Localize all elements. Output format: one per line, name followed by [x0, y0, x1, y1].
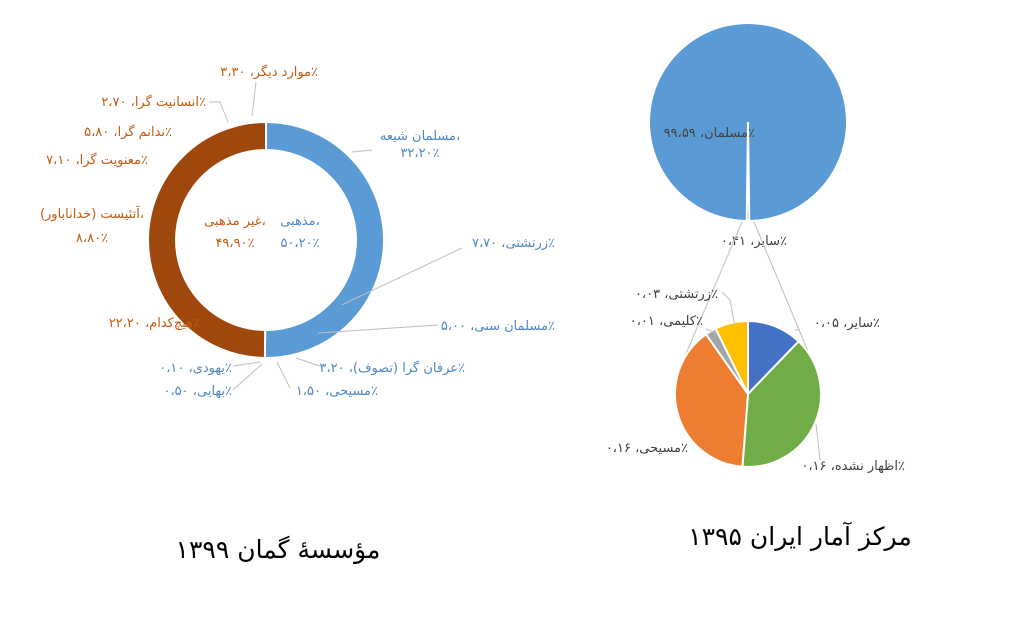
label-sec-other: سایر، ۰،۰۵٪ [814, 316, 880, 331]
leader-line [295, 357, 321, 367]
label-zoroastrian: زرتشتی، ۷،۷۰٪ [472, 236, 555, 251]
label-none: هیچ‌کدام، ۲۲،۲۰٪ [109, 316, 200, 331]
label-jewish-census: کلیمی، ۰،۰۱٪ [630, 314, 703, 329]
label-sunni: مسلمان سنی، ۵،۰۰٪ [441, 319, 555, 334]
outer-ring-slice-4 [268, 360, 283, 365]
leader-line [317, 324, 439, 334]
label-jewish: یهودی، ۰،۱۰٪ [159, 361, 232, 376]
label-sec-christian: مسیحی، ۰،۱۶٪ [606, 441, 688, 456]
label-christian: مسیحی، ۱،۵۰٪ [296, 384, 378, 399]
right-caption: مرکز آمار ایران ۱۳۹۵ [688, 521, 911, 551]
leader-line [753, 221, 811, 357]
leader-line [232, 361, 261, 367]
inner-label-religious: مذهبی، ۵۰،۲۰٪ [280, 214, 320, 251]
leader-line [232, 363, 263, 391]
leader-line [341, 247, 463, 306]
main-pie-slice-other [745, 121, 751, 222]
secondary-pie-slice-1 [741, 339, 822, 468]
census-pie-of-pie-chart: مسلمان، ۹۹،۵۹٪ سایر، ۰،۴۱٪ سایر، ۰،۰۵٪ اظها… [606, 23, 905, 474]
leader-line [276, 361, 291, 389]
label-atheist: آتئیست (خداناباور)، ۸،۸۰٪ [40, 205, 144, 246]
leader-line [251, 81, 257, 117]
leader-line [209, 101, 229, 123]
label-agnostic: ندانم گرا، ۵،۸۰٪ [84, 124, 172, 140]
secondary-pie-slice-4 [714, 319, 749, 395]
label-shia: مسلمان شیعه، ۳۲،۲۰٪ [380, 129, 460, 161]
inner-label-nonreligious: غیر مذهبی، ۴۹،۹۰٪ [204, 214, 266, 251]
label-humanist: انسانیت گرا، ۲،۷۰٪ [101, 94, 206, 110]
leader-line [721, 291, 736, 327]
label-main-other: سایر، ۰،۴۱٪ [721, 234, 787, 249]
inner-ring-slice-1 [147, 120, 267, 360]
label-undeclared: اظهار نشده، ۰،۱۶٪ [801, 459, 905, 474]
label-other: موارد دیگر، ۳،۳۰٪ [220, 64, 318, 80]
label-spiritual: معنویت گرا، ۷،۱۰٪ [46, 152, 148, 168]
leader-line [705, 328, 717, 334]
label-sufi: عرفان گرا (تصوف)، ۳،۲۰٪ [319, 360, 465, 376]
label-sec-zoroastrian: زرتشتی، ۰،۰۳٪ [635, 287, 718, 302]
leader-line [351, 149, 373, 153]
label-muslim: مسلمان، ۹۹،۵۹٪ [664, 126, 755, 141]
outer-ring-slice-12 [239, 114, 267, 121]
secondary-pie-slice-2 [674, 332, 750, 468]
left-caption: مؤسسهٔ گمان ۱۳۹۹ [176, 535, 381, 564]
gaman-nested-donut-chart: مذهبی، ۵۰،۲۰٪ غیر مذهبی، ۴۹،۹۰٪ مسلمان شیعه،… [40, 64, 555, 399]
label-bahai: بهایی، ۰،۵۰٪ [164, 384, 233, 399]
leader-line [684, 221, 743, 357]
leader-line [815, 423, 821, 461]
